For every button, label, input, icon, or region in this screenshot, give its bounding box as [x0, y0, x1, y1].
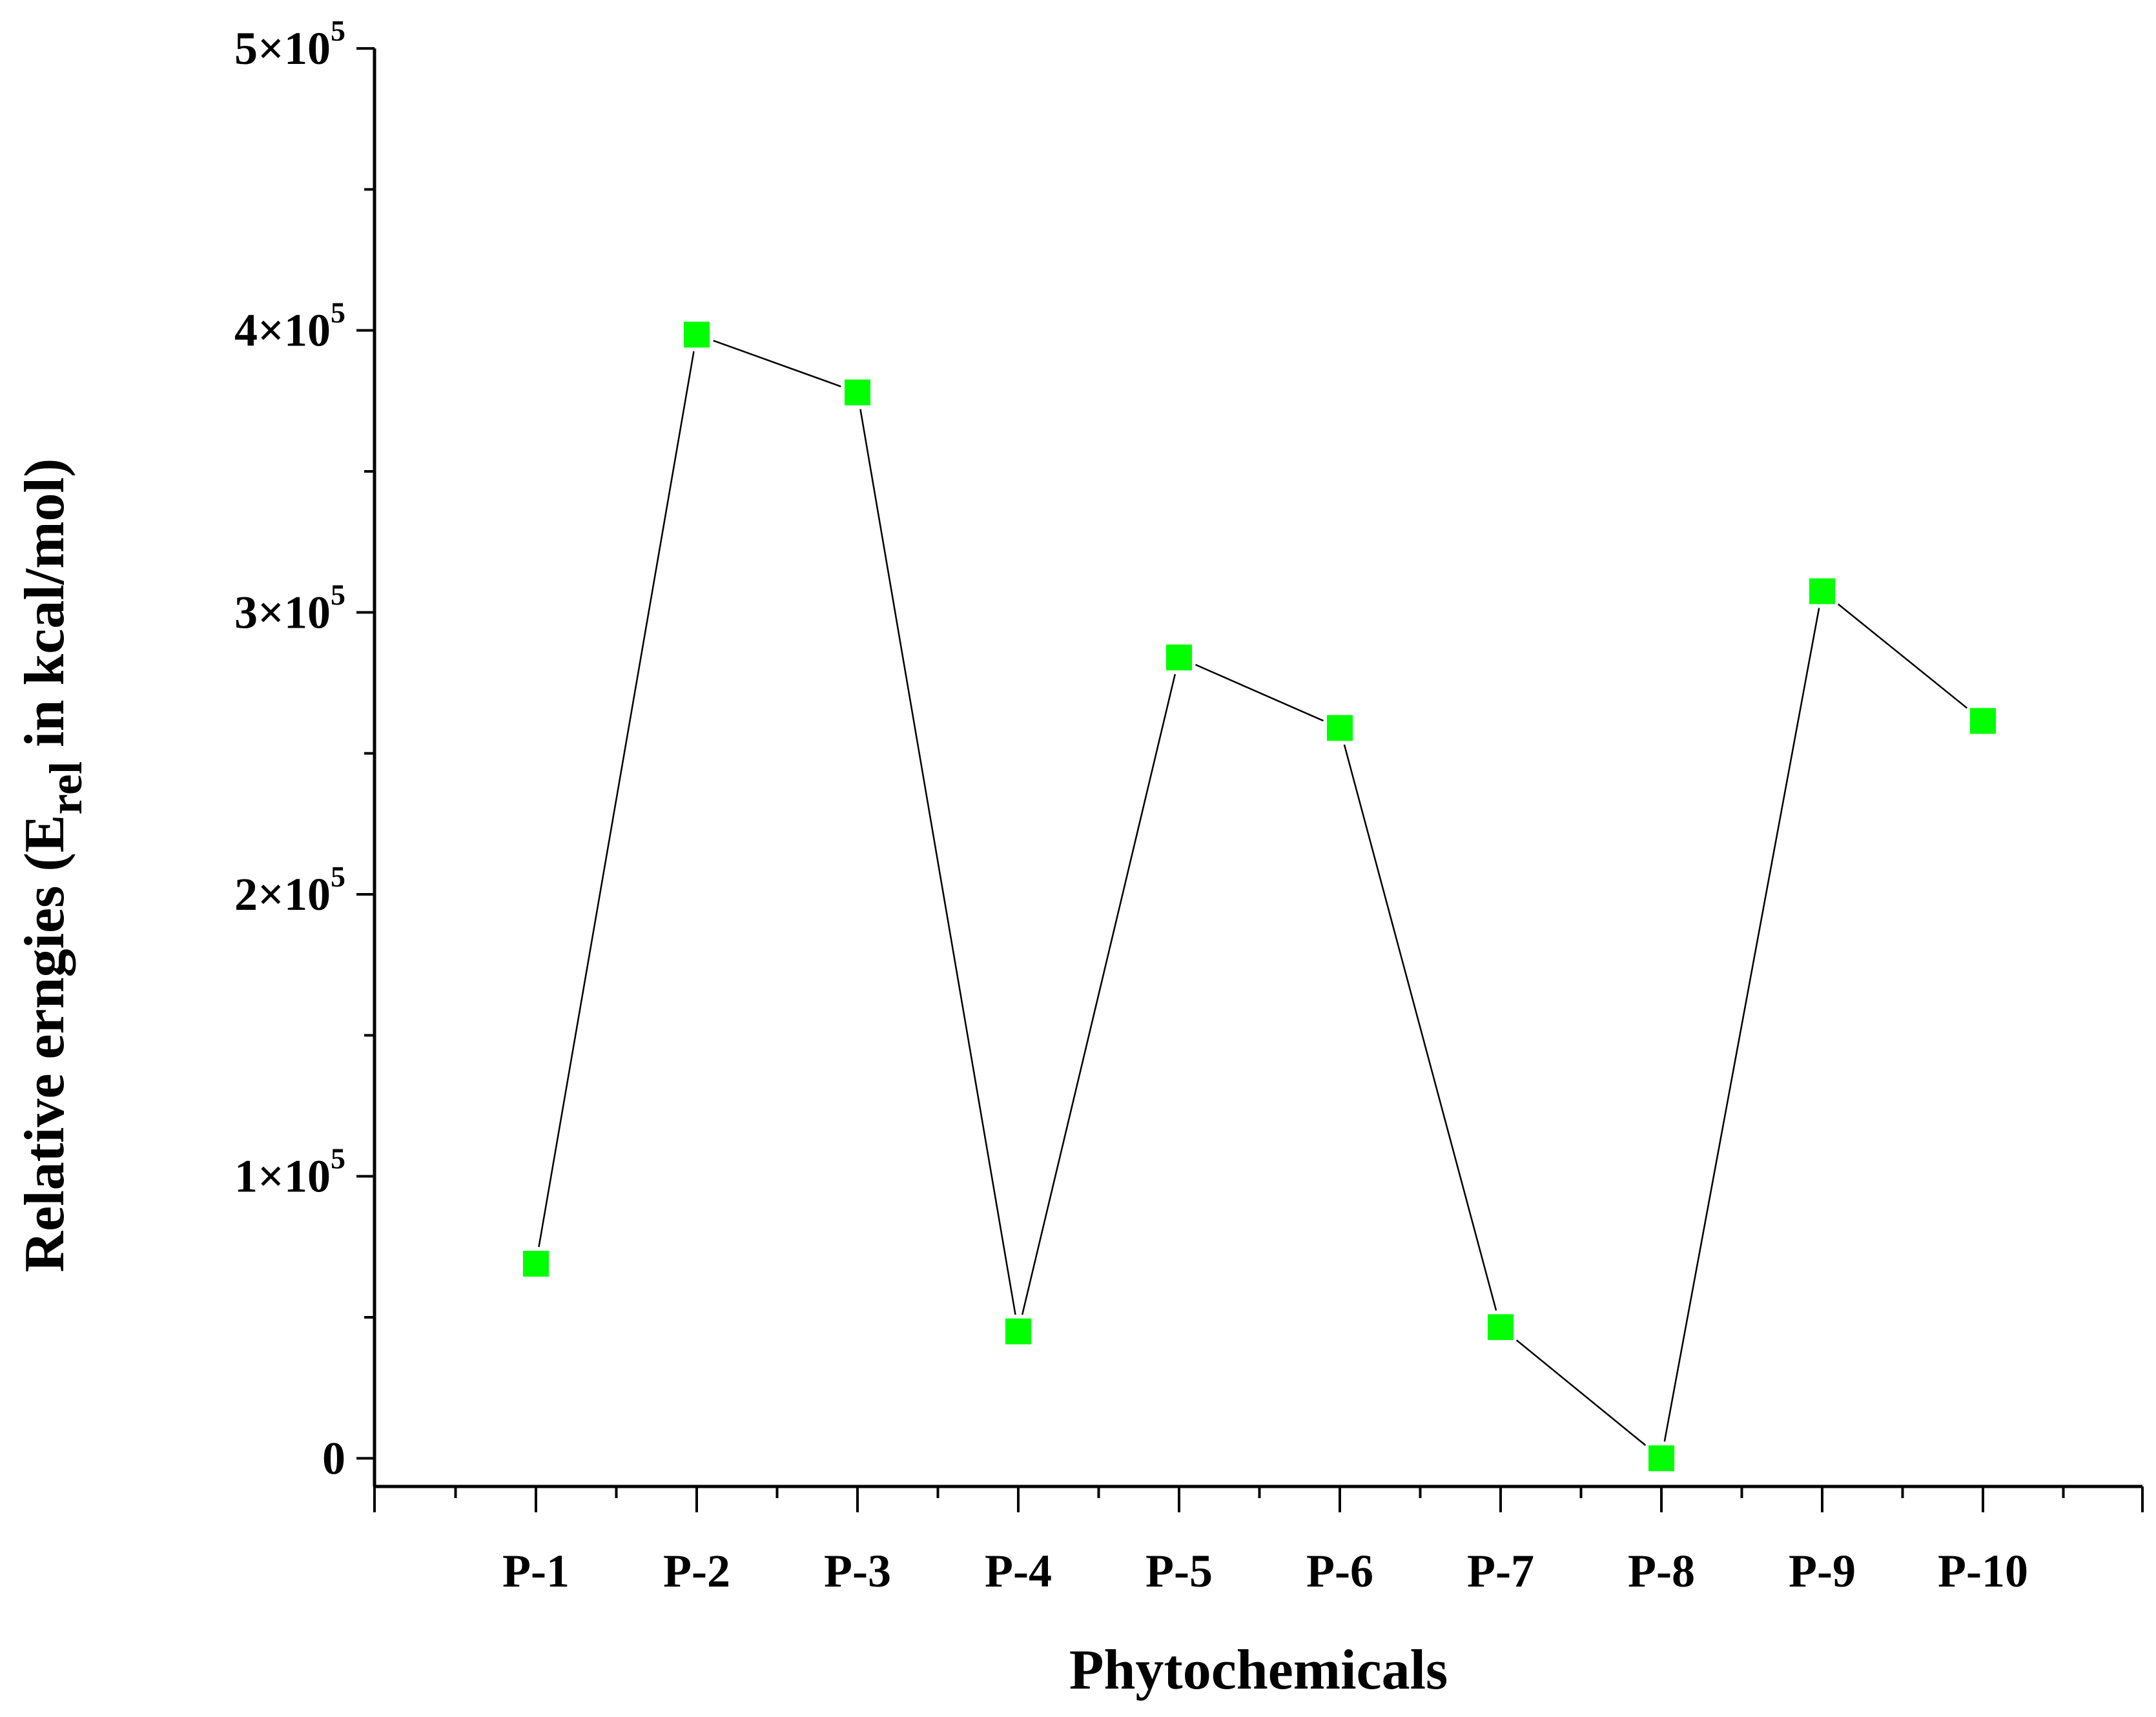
- data-point-marker: [1809, 578, 1835, 604]
- y-tick-label: 5×105: [234, 14, 345, 74]
- x-tick-label: P-10: [1938, 1545, 2028, 1597]
- x-axis-ticks: P-1 P-2 P-3 P-4 P-5 P-6 P-7 P-8 P-9 P-10: [373, 1486, 2144, 1597]
- y-tick-exponent: 5: [331, 14, 345, 47]
- x-tick-label: P-8: [1628, 1545, 1695, 1597]
- y-tick-mantissa: 0: [322, 1432, 345, 1484]
- y-tick-exponent: 5: [331, 296, 345, 329]
- series-line-segment: [1021, 673, 1176, 1315]
- series-line-segment: [1515, 1339, 1647, 1446]
- axes: [373, 48, 2142, 1488]
- data-point-marker: [1327, 715, 1353, 741]
- y-tick-label: 1×105: [234, 1142, 345, 1202]
- y-axis-title-main: Relative erngies (E: [14, 815, 76, 1273]
- data-point-marker: [1648, 1445, 1674, 1472]
- series-line-segment: [1195, 664, 1324, 722]
- data-point-marker: [1970, 708, 1996, 734]
- x-tick-label: P-9: [1789, 1545, 1856, 1597]
- y-tick-mantissa: 3×10: [234, 586, 331, 638]
- x-tick-label: P-2: [663, 1545, 730, 1597]
- data-point-marker: [1488, 1314, 1514, 1341]
- y-tick-label: 2×105: [234, 860, 345, 920]
- series-line-segment: [1663, 608, 1820, 1442]
- data-point-marker: [523, 1251, 549, 1277]
- y-axis-title-subscript: rel: [40, 761, 92, 815]
- series-line-segment: [538, 351, 695, 1248]
- y-tick-label: 0: [322, 1432, 345, 1484]
- series-line-segment: [859, 409, 1016, 1315]
- x-axis-title: Phytochemicals: [1069, 1639, 1448, 1702]
- x-tick-label: P-3: [824, 1545, 891, 1597]
- data-point-marker: [684, 322, 710, 348]
- series-line-segment: [1343, 744, 1497, 1311]
- data-point-marker: [1005, 1318, 1031, 1344]
- series-group: [523, 322, 1996, 1472]
- data-point-marker: [845, 379, 870, 406]
- y-tick-mantissa: 5×10: [234, 23, 331, 74]
- x-tick-label: P-7: [1467, 1545, 1534, 1597]
- y-tick-mantissa: 1×10: [234, 1151, 331, 1202]
- y-tick-mantissa: 4×10: [234, 305, 331, 356]
- series-line-segment: [713, 340, 841, 387]
- y-tick-mantissa: 2×10: [234, 869, 331, 920]
- x-tick-label: P-5: [1145, 1545, 1213, 1597]
- series-line-segment: [1837, 603, 1968, 709]
- y-tick-label: 3×105: [234, 578, 345, 638]
- y-tick-exponent: 5: [331, 1142, 345, 1175]
- y-axis-title: Relative erngies (Erel in kcal/mol): [14, 458, 92, 1273]
- x-tick-label: P-4: [985, 1545, 1052, 1597]
- y-axis-title-tail: in kcal/mol): [14, 458, 76, 761]
- y-tick-label: 4×105: [234, 296, 345, 356]
- x-tick-label: P-6: [1306, 1545, 1373, 1597]
- y-tick-exponent: 5: [331, 860, 345, 893]
- x-tick-label: P-1: [502, 1545, 570, 1597]
- data-point-marker: [1166, 644, 1192, 671]
- y-tick-exponent: 5: [331, 578, 345, 611]
